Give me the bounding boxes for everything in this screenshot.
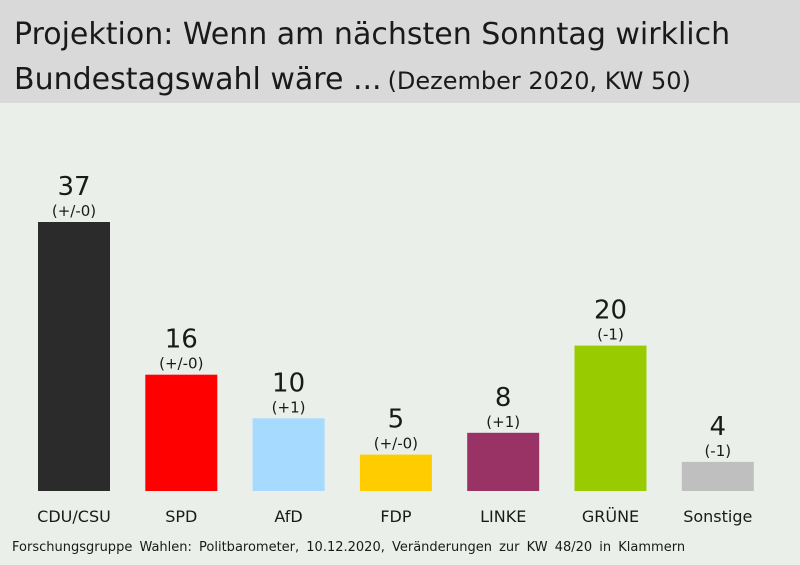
chart-title-line-2-text: Bundestagswahl wäre ...	[14, 62, 382, 97]
change-label: (-1)	[704, 442, 731, 460]
category-label: AfD	[274, 507, 302, 526]
data-label: 16	[165, 325, 198, 355]
source-note: Forschungsgruppe Wahlen: Politbarometer,…	[12, 540, 686, 555]
bar	[681, 461, 754, 491]
bar	[145, 374, 218, 491]
chart-title-line-1: Projektion: Wenn am nächsten Sonntag wir…	[14, 17, 731, 52]
change-label: (+1)	[272, 398, 306, 416]
category-label: FDP	[380, 507, 412, 526]
data-label: 20	[594, 296, 627, 326]
data-label: 37	[57, 172, 90, 202]
chart-title-line-2: Bundestagswahl wäre ... (Dezember 2020, K…	[14, 65, 691, 95]
change-label: (+/-0)	[159, 355, 203, 373]
change-label: (+/-0)	[374, 435, 418, 453]
bar	[252, 418, 325, 491]
chart-header: Projektion: Wenn am nächsten Sonntag wir…	[0, 0, 800, 103]
data-label: 8	[495, 383, 512, 413]
data-label: 10	[272, 368, 305, 398]
data-label: 4	[710, 412, 727, 442]
change-label: (+1)	[486, 413, 520, 431]
bar	[574, 345, 647, 491]
bar	[467, 432, 540, 491]
category-label: LINKE	[480, 507, 526, 526]
category-label: Sonstige	[683, 507, 752, 526]
bar	[38, 222, 110, 491]
bar	[359, 454, 432, 491]
data-label: 5	[388, 405, 405, 435]
category-label: SPD	[165, 507, 197, 526]
category-label: CDU/CSU	[37, 507, 111, 526]
change-label: (+/-0)	[52, 202, 96, 220]
chart-subtitle: (Dezember 2020, KW 50)	[387, 67, 691, 95]
change-label: (-1)	[597, 326, 624, 344]
category-label: GRÜNE	[582, 507, 639, 526]
bar-chart: 37(+/-0)CDU/CSU16(+/-0)SPD10(+1)AfD5(+/-…	[37, 172, 754, 526]
